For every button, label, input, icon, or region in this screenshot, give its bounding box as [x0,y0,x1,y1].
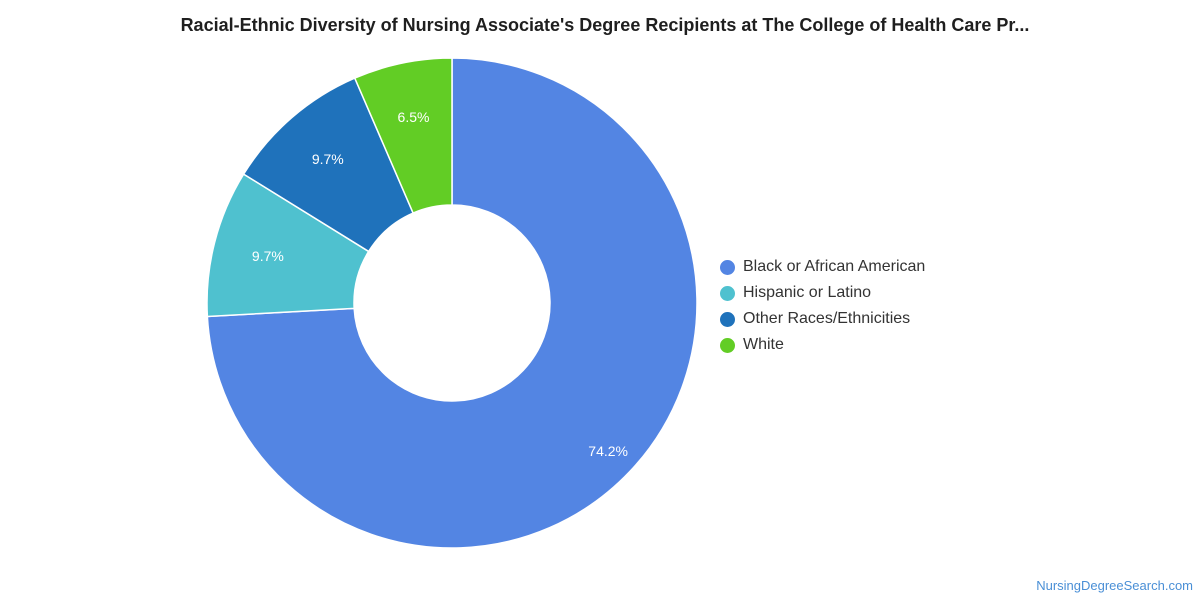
chart-title: Racial-Ethnic Diversity of Nursing Assoc… [180,15,1030,35]
slice-label: 9.7% [252,248,284,264]
slice-label: 6.5% [398,109,430,125]
donut-slice-black-or-african-american[interactable] [206,57,698,549]
slice-label: 74.2% [588,443,628,459]
legend-item-white[interactable]: White [720,332,925,358]
chart-legend: Black or African American Hispanic or La… [720,254,925,358]
legend-item-other-races-ethnicities[interactable]: Other Races/Ethnicities [720,306,925,332]
legend-label: Hispanic or Latino [743,284,872,301]
legend-swatch [720,337,735,353]
legend-item-black-or-african-american[interactable]: Black or African American [720,254,925,280]
legend-label: Black or African American [743,258,926,275]
legend-label: Other Races/Ethnicities [743,310,911,327]
source-credit[interactable]: NursingDegreeSearch.com [1036,578,1193,593]
legend-label: White [743,336,784,353]
legend-swatch [720,285,735,301]
slice-label: 9.7% [312,151,344,167]
legend-swatch [720,311,735,327]
legend-item-hispanic-or-latino[interactable]: Hispanic or Latino [720,280,925,306]
legend-swatch [720,259,735,275]
donut-slice-white[interactable] [353,57,453,215]
